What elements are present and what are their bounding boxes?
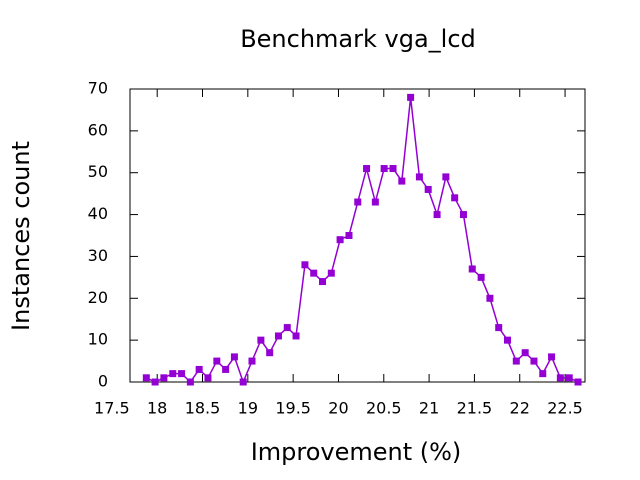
point (371, 198, 379, 206)
point (398, 177, 406, 185)
point (363, 165, 371, 173)
point (257, 336, 265, 344)
point (389, 165, 397, 173)
point (195, 365, 203, 373)
x-tick-label: 18 (147, 399, 167, 418)
point (574, 378, 582, 386)
x-tick-label: 20.5 (366, 399, 402, 418)
point (230, 353, 238, 361)
point (486, 294, 494, 302)
point (477, 273, 485, 281)
point (380, 165, 388, 173)
point (407, 93, 415, 101)
point (266, 349, 274, 357)
point (204, 374, 212, 382)
point (539, 370, 547, 378)
y-tick-label: 30 (88, 246, 108, 265)
point (248, 357, 256, 365)
y-tick-label: 50 (88, 162, 108, 181)
point (468, 265, 476, 273)
x-tick-label: 20 (328, 399, 348, 418)
point (274, 332, 282, 340)
x-tick-label: 22.5 (547, 399, 583, 418)
point (283, 324, 291, 332)
plot-frame (129, 88, 586, 383)
y-tick-label: 40 (88, 204, 108, 223)
y-tick-label: 10 (88, 330, 108, 349)
point (495, 324, 503, 332)
point (319, 278, 327, 286)
point (521, 349, 529, 357)
point (213, 357, 221, 365)
point (169, 370, 177, 378)
y-tick-label: 70 (88, 79, 108, 98)
x-tick-label: 18.5 (185, 399, 221, 418)
point (424, 185, 432, 193)
x-tick-label: 22 (510, 399, 530, 418)
point (442, 173, 450, 181)
point (556, 374, 564, 382)
point (565, 374, 573, 382)
point (310, 269, 318, 277)
point (327, 269, 335, 277)
x-tick-label: 19.5 (275, 399, 311, 418)
point (151, 378, 159, 386)
y-tick-label: 60 (88, 120, 108, 139)
series-line (145, 97, 579, 385)
point (292, 332, 300, 340)
point (160, 374, 168, 382)
x-tick-label: 17.5 (94, 399, 130, 418)
point (548, 353, 556, 361)
point (186, 378, 194, 386)
x-tick-label: 21 (419, 399, 439, 418)
point (459, 211, 467, 219)
point (336, 236, 344, 244)
point (451, 194, 459, 202)
y-tick-label: 20 (88, 288, 108, 307)
point (178, 370, 186, 378)
point (504, 336, 512, 344)
point (512, 357, 520, 365)
y-axis-label: Instances count (7, 141, 35, 331)
point (345, 232, 353, 239)
y-tick-label: 0 (98, 372, 108, 391)
point (354, 198, 362, 206)
point (433, 211, 441, 219)
point (301, 261, 309, 269)
point (415, 173, 423, 181)
x-axis-label: Improvement (%) (251, 438, 462, 466)
x-tick-label: 19 (238, 399, 258, 418)
chart-title: Benchmark vga_lcd (240, 25, 476, 53)
point (239, 378, 247, 386)
point (142, 374, 150, 382)
point (530, 357, 538, 365)
point (222, 365, 230, 373)
x-tick-label: 21.5 (457, 399, 493, 418)
